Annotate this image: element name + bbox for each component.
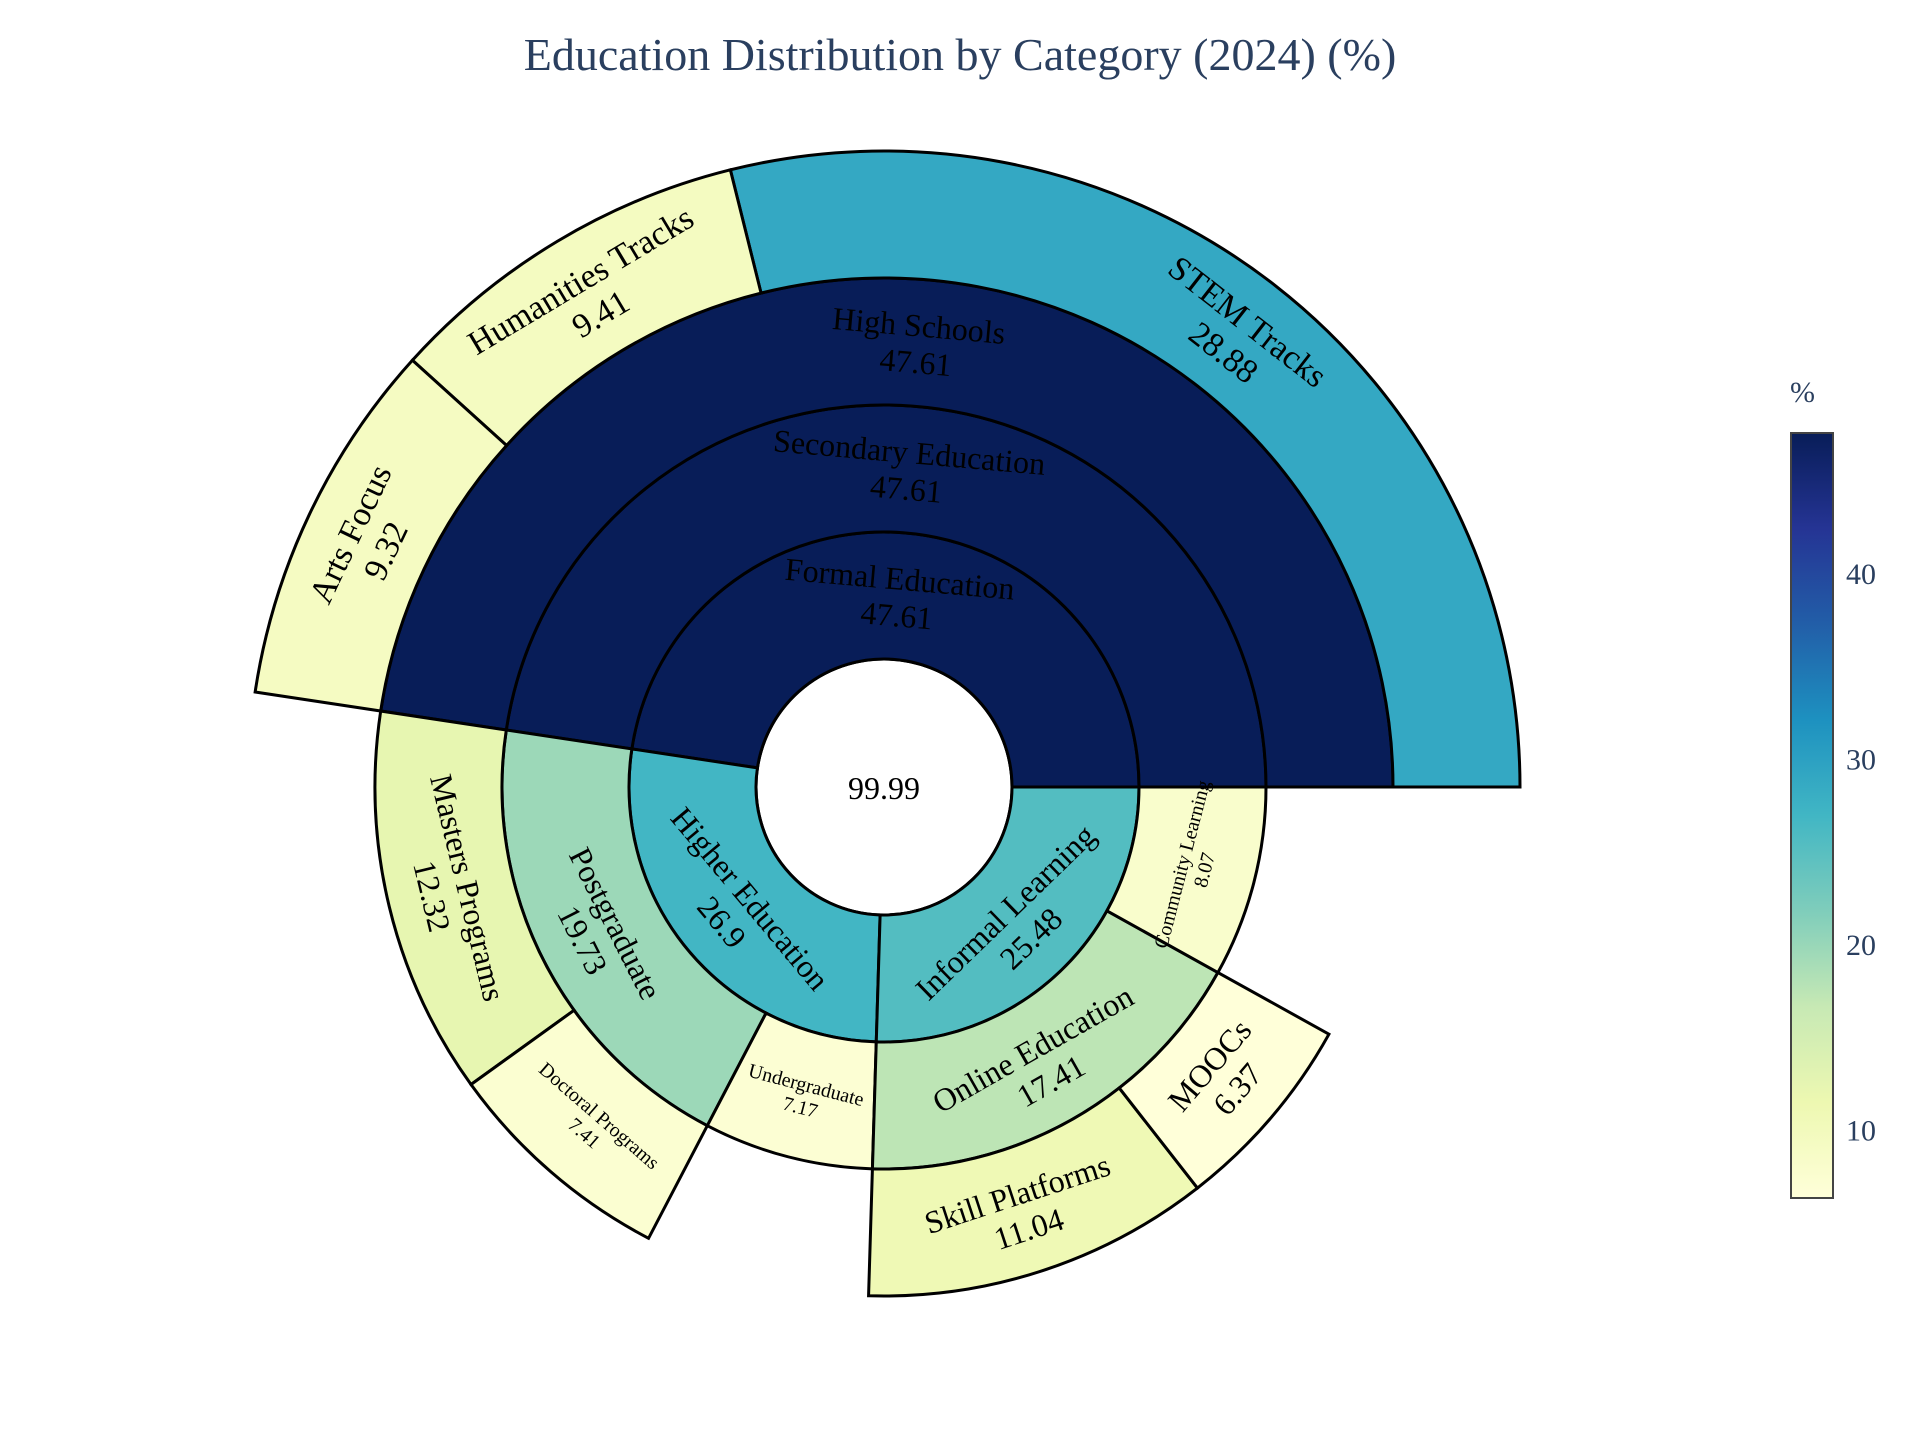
colorbar-title: %: [1790, 376, 1815, 409]
segment-doctoral[interactable]: [468, 1008, 710, 1241]
colorbar-tick-label: 10: [1846, 1115, 1876, 1148]
segment-layer: [253, 149, 1522, 1298]
root-value-label: 99.99: [848, 770, 920, 806]
colorbar-ticks: 10 20 30 40: [1846, 558, 1876, 1147]
segment-value-secondary: 47.61: [869, 468, 944, 510]
chart-title: Education Distribution by Category (2024…: [523, 29, 1397, 80]
colorbar-gradient: [1790, 432, 1834, 1199]
colorbar-tick-label: 40: [1846, 558, 1876, 591]
segment-value-highschools: 47.61: [878, 341, 953, 383]
segment-community[interactable]: [1104, 785, 1268, 975]
segment-stem[interactable]: [728, 149, 1522, 789]
colorbar-tick-label: 30: [1846, 744, 1876, 777]
colorbar: % 10 20 30 40: [1790, 376, 1876, 1199]
segment-moocs[interactable]: [1117, 970, 1331, 1191]
segment-value-formal: 47.61: [859, 594, 934, 636]
colorbar-tick-label: 20: [1846, 929, 1876, 962]
segment-arts[interactable]: [253, 358, 509, 713]
